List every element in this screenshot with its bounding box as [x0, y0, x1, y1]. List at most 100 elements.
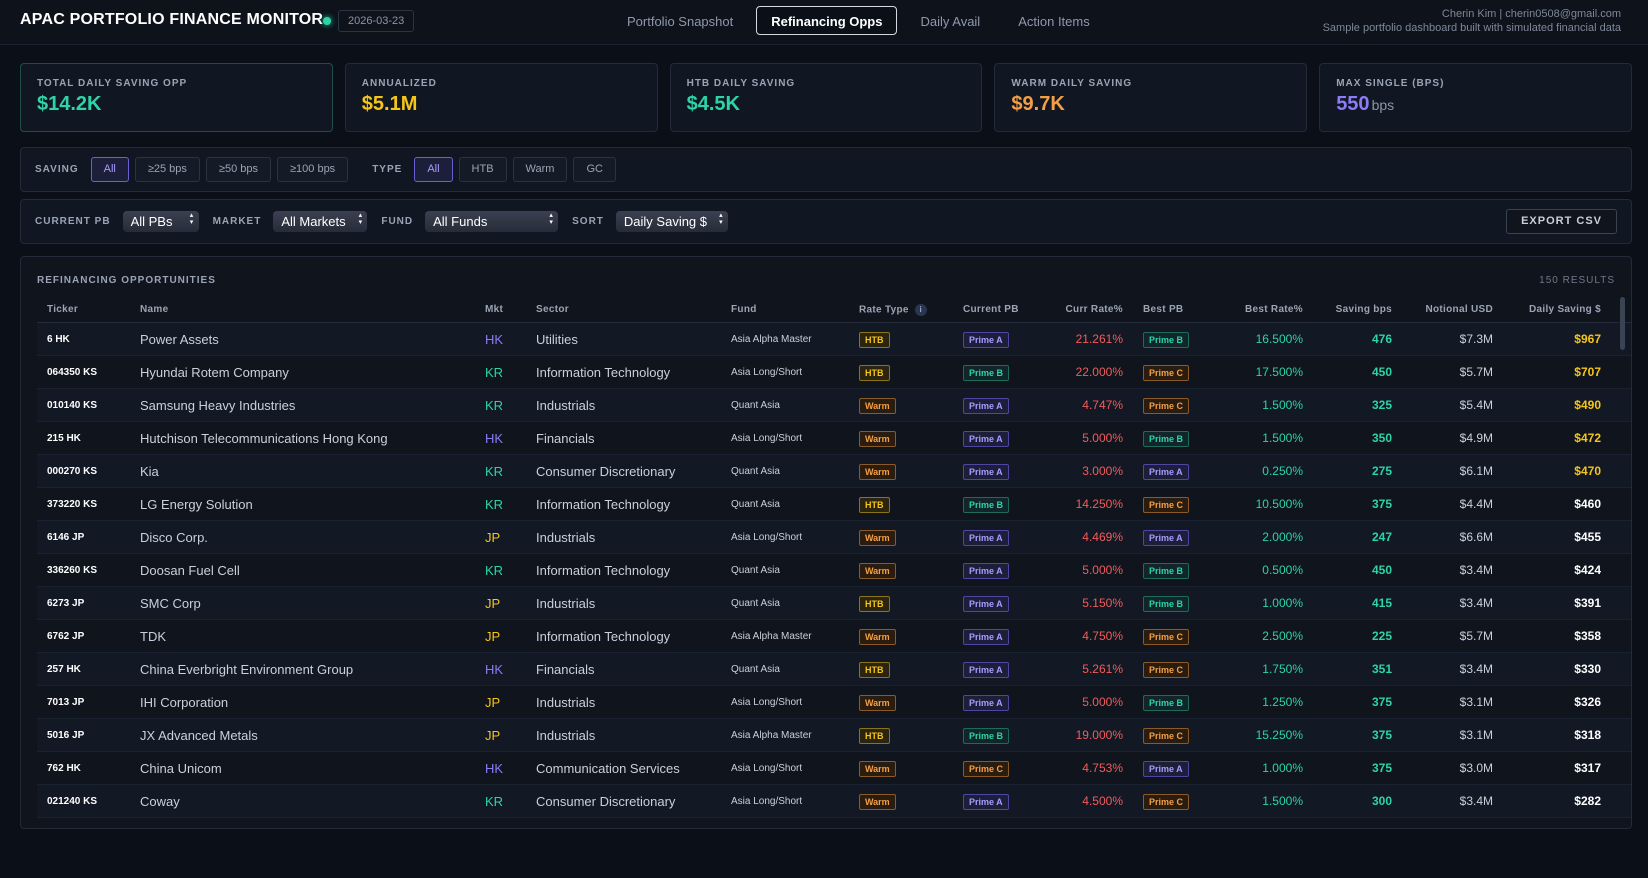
table-row[interactable]: 6146 JP Disco Corp. JP Industrials Asia Long…: [37, 521, 1631, 554]
col-header-saving-bps[interactable]: Saving bps: [1335, 304, 1392, 315]
table-row[interactable]: 336260 KS Doosan Fuel Cell KR Information T…: [37, 554, 1631, 587]
col-header-rate-type[interactable]: Rate Type i: [849, 303, 953, 316]
info-icon[interactable]: i: [914, 303, 927, 316]
col-header-mkt[interactable]: Mkt: [485, 304, 504, 315]
col-header-best-pb[interactable]: Best PB: [1143, 304, 1184, 315]
type-chip-all[interactable]: All: [414, 157, 453, 182]
table-row[interactable]: 257 HK China Everbright Environment Group…: [37, 653, 1631, 686]
current-pb-cell: Prime A: [953, 661, 1055, 678]
current-pb-cell: Prime A: [953, 331, 1055, 348]
col-header-curr-rate[interactable]: Curr Rate%: [1065, 304, 1123, 315]
name-cell: Disco Corp.: [140, 529, 208, 545]
notional-cell: $3.4M: [1459, 662, 1493, 676]
best-pb-badge: Prime B: [1143, 331, 1190, 348]
table-row[interactable]: 215 HK Hutchison Telecommunications Hong …: [37, 422, 1631, 455]
saving-chip-25bps[interactable]: ≥25 bps: [134, 157, 200, 182]
col-header-current-pb[interactable]: Current PB: [963, 304, 1019, 315]
current-pb-badge: Prime A: [963, 595, 1009, 612]
tab-refinancing-opps[interactable]: Refinancing Opps: [756, 6, 898, 35]
best-pb-cell: Prime B: [1133, 331, 1229, 348]
nav-tabs: Portfolio Snapshot Refinancing Opps Dail…: [612, 6, 1105, 35]
rate-type-cell: HTB: [849, 331, 953, 348]
current-pb-badge: Prime A: [963, 793, 1009, 810]
kpi-label: WARM DAILY SAVING: [1011, 78, 1133, 89]
saving-bps-cell: 225: [1371, 629, 1392, 643]
rate-type-badge: Warm: [859, 628, 896, 645]
rate-type-cell: Warm: [849, 628, 953, 645]
best-rate-cell: 1.500%: [1262, 398, 1303, 412]
daily-saving-cell: $282: [1574, 794, 1601, 808]
tab-daily-avail[interactable]: Daily Avail: [920, 14, 981, 29]
rate-type-badge: Warm: [859, 694, 896, 711]
export-csv-button[interactable]: EXPORT CSV: [1506, 209, 1617, 234]
table-row[interactable]: 5016 JP JX Advanced Metals JP Industrials As…: [37, 719, 1631, 752]
table-row[interactable]: 6 HK Power Assets HK Utilities Asia Alpha Ma…: [37, 323, 1631, 356]
kpi-card-htb-daily-saving: HTB DAILY SAVING $4.5K: [669, 63, 983, 132]
saving-bps-cell: 275: [1371, 464, 1392, 478]
col-header-sector[interactable]: Sector: [536, 304, 569, 315]
current-pb-cell: Prime A: [953, 694, 1055, 711]
market-label: MARKET: [212, 216, 262, 227]
current-pb-select[interactable]: All PBs: [122, 211, 199, 232]
tab-portfolio-snapshot[interactable]: Portfolio Snapshot: [627, 14, 734, 29]
table-row[interactable]: 7013 JP IHI Corporation JP Industrials Asia …: [37, 686, 1631, 719]
table-row[interactable]: 021240 KS Coway KR Consumer Discretionary As…: [37, 785, 1631, 818]
sector-cell: Information Technology: [536, 562, 671, 578]
table-row[interactable]: 6762 JP TDK JP Information Technology Asia A…: [37, 620, 1631, 653]
market-cell: HK: [485, 661, 504, 677]
saving-chip-100bps[interactable]: ≥100 bps: [277, 157, 349, 182]
best-pb-cell: Prime C: [1133, 628, 1229, 645]
sector-cell: Consumer Discretionary: [536, 463, 676, 479]
curr-rate-cell: 4.747%: [1082, 398, 1123, 412]
type-chip-htb[interactable]: HTB: [458, 157, 507, 182]
table-header: Ticker Name Mkt Sector Fund Rate Type i C…: [37, 297, 1631, 323]
fund-select[interactable]: All Funds: [425, 211, 559, 232]
curr-rate-cell: 5.000%: [1082, 695, 1123, 709]
table-row[interactable]: 064350 KS Hyundai Rotem Company KR Informat…: [37, 356, 1631, 389]
rate-type-badge: Warm: [859, 430, 896, 447]
col-header-fund[interactable]: Fund: [731, 304, 757, 315]
notional-cell: $5.4M: [1459, 398, 1493, 412]
table-row[interactable]: 762 HK China Unicom HK Communication Servic…: [37, 752, 1631, 785]
col-header-best-rate[interactable]: Best Rate%: [1244, 304, 1303, 315]
saving-bps-cell: 415: [1371, 596, 1392, 610]
table-row[interactable]: 373220 KS LG Energy Solution KR Information…: [37, 488, 1631, 521]
col-header-name[interactable]: Name: [140, 304, 169, 315]
best-pb-badge: Prime B: [1143, 430, 1190, 447]
daily-saving-cell: $455: [1574, 530, 1601, 544]
table-scrollbar[interactable]: [1620, 297, 1625, 350]
col-header-notional-usd[interactable]: Notional USD: [1425, 304, 1493, 315]
fund-cell: Quant Asia: [731, 564, 780, 576]
daily-saving-cell: $330: [1574, 662, 1601, 676]
notional-cell: $5.7M: [1459, 629, 1493, 643]
best-rate-cell: 2.500%: [1262, 629, 1303, 643]
rate-type-badge: HTB: [859, 595, 890, 612]
table-row[interactable]: 000270 KS Kia KR Consumer Discretionary Quan…: [37, 455, 1631, 488]
name-cell: JX Advanced Metals: [140, 727, 258, 743]
table-row[interactable]: 010140 KS Samsung Heavy Industries KR Indus…: [37, 389, 1631, 422]
market-cell: KR: [485, 793, 504, 809]
best-pb-badge: Prime C: [1143, 727, 1190, 744]
type-chip-gc[interactable]: GC: [573, 157, 616, 182]
kpi-label: ANNUALIZED: [361, 78, 437, 89]
best-rate-cell: 2.000%: [1262, 530, 1303, 544]
date-badge: 2026-03-23: [338, 10, 415, 32]
rate-type-cell: Warm: [849, 760, 953, 777]
fund-cell: Asia Long/Short: [731, 762, 803, 774]
best-pb-cell: Prime B: [1133, 595, 1229, 612]
col-header-ticker[interactable]: Ticker: [47, 304, 79, 315]
col-header-daily-saving[interactable]: Daily Saving $: [1528, 304, 1601, 315]
kpi-card-warm-daily-saving: WARM DAILY SAVING $9.7K: [994, 63, 1308, 132]
fund-cell: Quant Asia: [731, 498, 780, 510]
best-pb-cell: Prime C: [1133, 397, 1229, 414]
notional-cell: $4.4M: [1459, 497, 1493, 511]
tab-action-items[interactable]: Action Items: [1018, 14, 1090, 29]
name-cell: China Unicom: [140, 760, 222, 776]
sort-select[interactable]: Daily Saving $: [615, 211, 728, 232]
table-row[interactable]: 6273 JP SMC Corp JP Industrials Quant Asia HT…: [37, 587, 1631, 620]
kpi-label: TOTAL DAILY SAVING OPP: [37, 78, 188, 89]
saving-chip-50bps[interactable]: ≥50 bps: [205, 157, 271, 182]
type-chip-warm[interactable]: Warm: [512, 157, 568, 182]
saving-chip-all[interactable]: All: [90, 157, 129, 182]
market-select[interactable]: All Markets: [273, 211, 368, 232]
